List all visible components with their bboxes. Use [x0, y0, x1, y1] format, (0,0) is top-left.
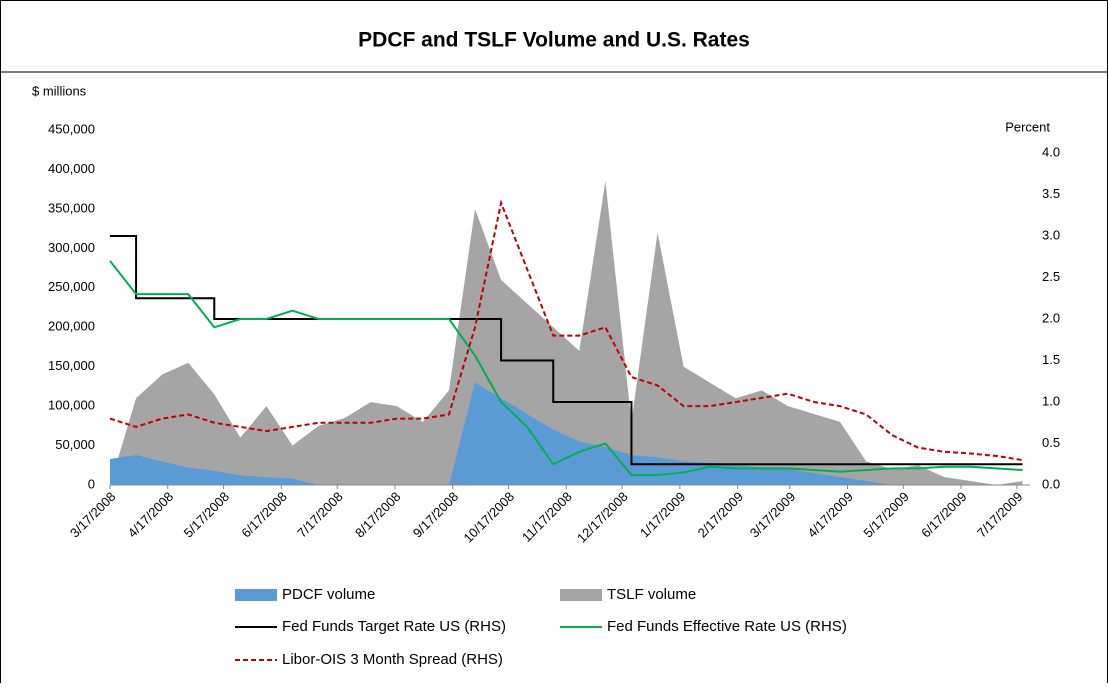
x-tick-label: 4/17/2009: [805, 489, 857, 541]
y2-tick-label: 0.5: [1042, 435, 1060, 450]
legend-label: Fed Funds Effective Rate US (RHS): [607, 618, 847, 635]
x-tick-label: 5/17/2009: [860, 489, 912, 541]
x-tick-label: 11/17/2008: [519, 489, 575, 545]
y2-tick-label: 3.0: [1042, 227, 1060, 242]
legend-swatch: [560, 589, 602, 601]
y-tick-label: 250,000: [48, 279, 95, 294]
x-tick-label: 2/17/2009: [695, 489, 747, 541]
y2-tick-label: 1.5: [1042, 352, 1060, 367]
y2-tick-label: 2.0: [1042, 310, 1060, 325]
legend-label: TSLF volume: [607, 586, 696, 603]
y-tick-label: 100,000: [48, 398, 95, 413]
x-tick-label: 6/17/2009: [918, 489, 970, 541]
x-tick-label: 5/17/2008: [181, 489, 233, 541]
x-tick-label: 1/17/2009: [637, 489, 689, 541]
y-tick-label: 400,000: [48, 161, 95, 176]
area: [110, 181, 1023, 485]
y-tick-label: 150,000: [48, 358, 95, 373]
area: [110, 382, 1023, 485]
x-tick-label: 8/17/2008: [352, 489, 404, 541]
y2-tick-label: 4.0: [1042, 144, 1060, 159]
y-tick-label: 200,000: [48, 319, 95, 334]
line: [110, 235, 1023, 466]
x-tick-label: 3/17/2009: [747, 489, 799, 541]
x-tick-label: 4/17/2008: [125, 489, 177, 541]
line: [109, 260, 1023, 477]
x-tick-label: 3/17/2008: [67, 489, 119, 541]
y-tick-label: 50,000: [55, 437, 95, 452]
legend-label: Fed Funds Target Rate US (RHS): [282, 618, 506, 635]
x-tick-label: 6/17/2008: [238, 489, 290, 541]
line: [109, 199, 1023, 462]
y-tick-label: 450,000: [48, 121, 95, 136]
y-tick-label: 0: [88, 476, 95, 491]
y2-tick-label: 0.0: [1042, 476, 1060, 491]
legend-label: Libor-OIS 3 Month Spread (RHS): [282, 651, 503, 668]
chart-title: PDCF and TSLF Volume and U.S. Rates: [358, 29, 750, 52]
x-tick-label: 10/17/2008: [460, 489, 517, 546]
x-tick-label: 7/17/2009: [974, 489, 1026, 541]
y2-tick-label: 2.5: [1042, 269, 1060, 284]
y-axis-label: $ millions: [32, 83, 87, 98]
x-tick-label: 7/17/2008: [294, 489, 346, 541]
y-tick-label: 350,000: [48, 200, 95, 215]
y2-tick-label: 1.0: [1042, 393, 1060, 408]
legend-label: PDCF volume: [282, 586, 375, 603]
y2-tick-label: 3.5: [1042, 186, 1060, 201]
x-tick-label: 9/17/2008: [410, 489, 462, 541]
x-tick-label: 12/17/2008: [574, 489, 631, 546]
y-tick-label: 300,000: [48, 240, 95, 255]
y2-axis-label: Percent: [1005, 119, 1050, 134]
legend-swatch: [235, 589, 277, 601]
